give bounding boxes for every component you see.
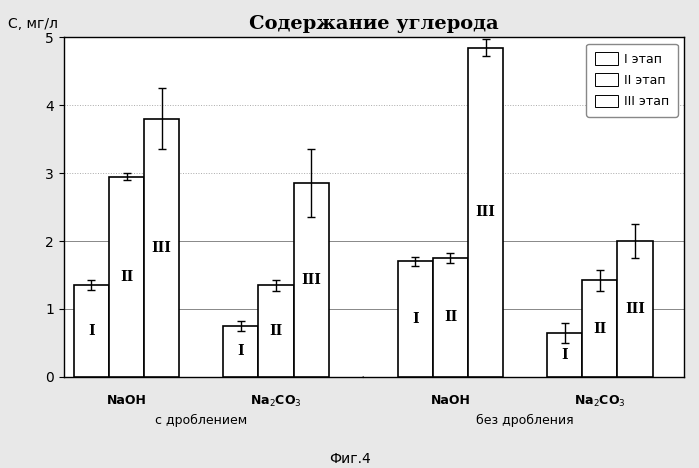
Bar: [109, 176, 144, 377]
Text: III: III: [625, 302, 645, 316]
Bar: [223, 326, 259, 377]
Bar: [582, 280, 617, 377]
Text: III: III: [152, 241, 172, 255]
Bar: [259, 285, 294, 377]
Bar: [294, 183, 329, 377]
Text: I: I: [238, 344, 244, 358]
Legend: I этап, II этап, III этап: I этап, II этап, III этап: [586, 44, 678, 117]
Text: III: III: [301, 273, 321, 287]
Text: I: I: [412, 312, 419, 326]
Text: II: II: [269, 324, 282, 338]
Text: I: I: [88, 324, 94, 338]
Text: III: III: [476, 205, 496, 219]
Text: I: I: [561, 348, 568, 362]
Bar: [398, 262, 433, 377]
Bar: [468, 48, 503, 377]
Text: Фиг.4: Фиг.4: [329, 452, 370, 466]
Text: NaOH: NaOH: [431, 394, 470, 407]
Bar: [433, 258, 468, 377]
Title: Содержание углерода: Содержание углерода: [249, 15, 499, 33]
Text: NaOH: NaOH: [106, 394, 147, 407]
Text: Na$_2$CO$_3$: Na$_2$CO$_3$: [250, 394, 302, 409]
Bar: [144, 119, 179, 377]
Bar: [547, 333, 582, 377]
Bar: [74, 285, 109, 377]
Text: II: II: [593, 322, 607, 336]
Text: С, мг/л: С, мг/л: [8, 16, 58, 30]
Bar: [617, 241, 653, 377]
Text: без дробления: без дробления: [476, 414, 574, 427]
Text: Na$_2$CO$_3$: Na$_2$CO$_3$: [574, 394, 626, 409]
Text: с дроблением: с дроблением: [155, 414, 247, 427]
Text: II: II: [444, 310, 457, 324]
Text: II: II: [120, 270, 133, 284]
